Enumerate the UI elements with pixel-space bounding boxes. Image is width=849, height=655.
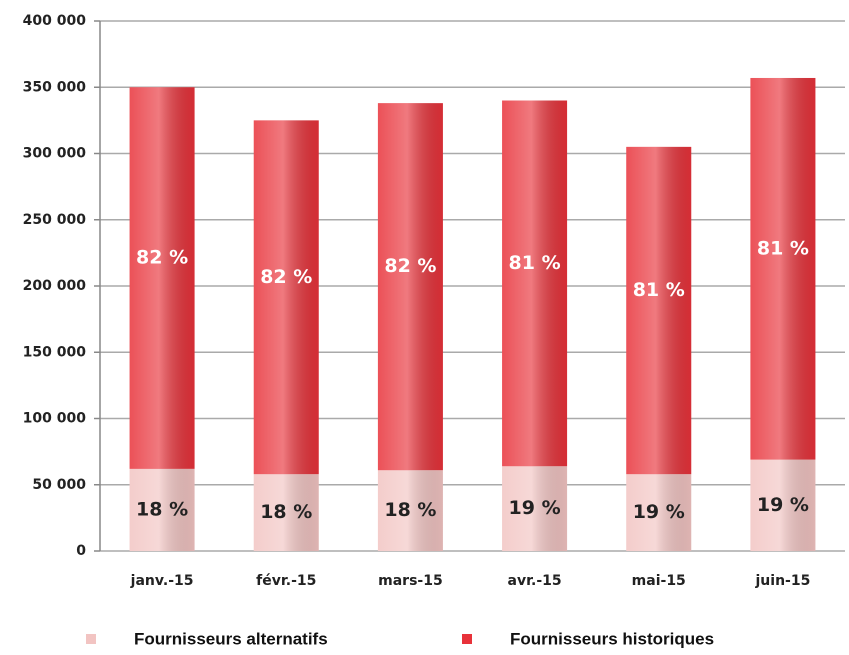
y-tick-label: 350 000	[23, 79, 87, 95]
segment-label: 19 %	[633, 501, 685, 523]
segment-label: 19 %	[509, 497, 561, 519]
bar-shine	[502, 100, 568, 467]
legend-swatch	[86, 634, 96, 644]
segment-label: 81 %	[633, 279, 685, 301]
y-tick-label: 250 000	[23, 212, 87, 228]
x-tick-label: mai-15	[632, 573, 686, 589]
bar-shine	[626, 146, 692, 475]
x-tick-label: janv.-15	[130, 573, 194, 589]
legend-swatch	[462, 634, 472, 644]
x-tick-label: févr.-15	[256, 573, 316, 589]
segment-label: 82 %	[384, 255, 436, 277]
bar-shine	[377, 103, 443, 471]
y-tick-label: 300 000	[23, 146, 87, 162]
y-tick-label: 100 000	[23, 411, 87, 427]
bar-shine	[626, 474, 692, 551]
x-tick-label: avr.-15	[508, 573, 562, 589]
legend-label: Fournisseurs alternatifs	[134, 629, 328, 648]
bar-shine	[253, 120, 319, 475]
segment-label: 81 %	[757, 237, 809, 259]
bar-shine	[750, 77, 816, 460]
segment-label: 81 %	[509, 252, 561, 274]
x-tick-label: mars-15	[378, 573, 443, 589]
y-tick-label: 50 000	[32, 477, 86, 493]
segment-label: 18 %	[384, 499, 436, 521]
y-tick-label: 150 000	[23, 344, 87, 360]
segment-label: 82 %	[260, 266, 312, 288]
bar-shine	[129, 468, 195, 551]
segment-label: 19 %	[757, 494, 809, 516]
segment-label: 82 %	[136, 247, 188, 269]
bar-shine	[502, 466, 568, 551]
legend-label: Fournisseurs historiques	[510, 629, 714, 648]
segment-label: 18 %	[136, 498, 188, 520]
bar-shine	[750, 459, 816, 551]
segment-label: 18 %	[260, 501, 312, 523]
y-tick-label: 200 000	[23, 278, 87, 294]
bar-shine	[377, 470, 443, 551]
bar-shine	[129, 87, 195, 469]
x-tick-label: juin-15	[755, 573, 811, 589]
y-tick-label: 0	[76, 543, 86, 559]
bar-shine	[253, 474, 319, 551]
y-tick-label: 400 000	[23, 13, 87, 29]
